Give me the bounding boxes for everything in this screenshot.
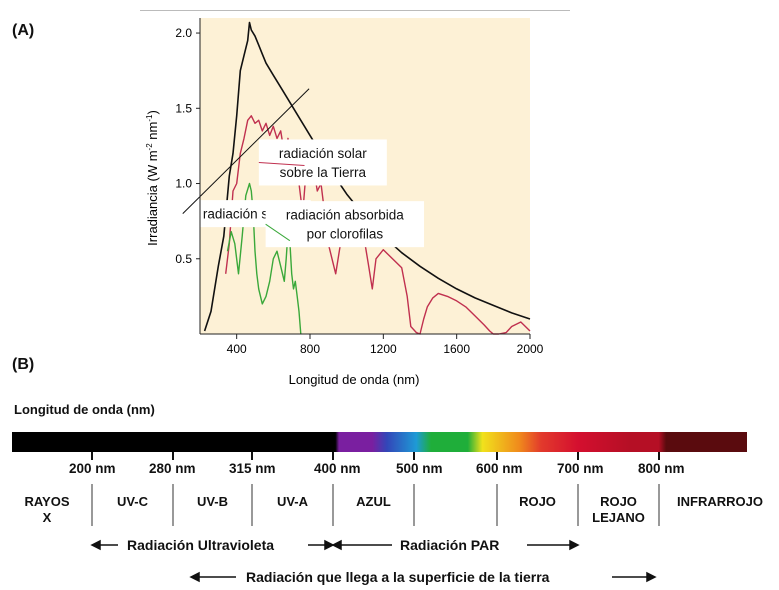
- annotation-box: [258, 139, 387, 186]
- annotation-leader-line: [265, 223, 291, 242]
- par-arrow-label: Radiación PAR: [400, 537, 500, 553]
- annotation-text: por clorofilas: [307, 227, 384, 242]
- spectrum-title: Longitud de onda (nm): [14, 402, 155, 417]
- region-uv-c: UV-C: [116, 494, 149, 509]
- par-arrow: [331, 539, 580, 551]
- wavelength-label-800: 800 nm: [638, 461, 685, 476]
- wavelength-label-280: 280 nm: [149, 461, 196, 476]
- annotation-leader-line: [258, 161, 305, 166]
- x-tick-label: 1600: [443, 342, 470, 356]
- panel-b-label: (B): [12, 356, 35, 373]
- x-tick-label: 1200: [370, 342, 397, 356]
- panel-a-label: (A): [12, 22, 35, 39]
- wavelength-label-500: 500 nm: [396, 461, 443, 476]
- y-axis-label: Irradiancia (W m-2 nm-1): [145, 110, 160, 246]
- region-infrarrojo: INFRARROJO: [677, 494, 763, 509]
- region-uv-a: UV-A: [276, 494, 309, 509]
- y-tick-label: 2.0: [175, 26, 192, 40]
- y-tick-label: 1.5: [175, 101, 192, 115]
- region-rayos-x: RAYOS X: [24, 494, 70, 525]
- x-axis-label: Longitud de onda (nm): [289, 372, 420, 387]
- region-rojo: ROJO: [519, 494, 556, 509]
- wavelength-label-400: 400 nm: [314, 461, 361, 476]
- region-azul: AZUL: [356, 494, 391, 509]
- surface-arrow-label: Radiación que llega a la superficie de l…: [246, 569, 550, 585]
- x-tick-label: 2000: [517, 342, 544, 356]
- uv-arrow-label: Radiación Ultravioleta: [127, 537, 275, 553]
- surface-arrow: [189, 571, 657, 583]
- series-line-1: [225, 115, 531, 335]
- annotation-text: radiación absorbida: [286, 208, 404, 223]
- uv-arrow: [90, 539, 335, 551]
- wavelength-label-200: 200 nm: [69, 461, 116, 476]
- annotation-box: [265, 201, 425, 248]
- annotation-leader-line: [182, 88, 310, 214]
- annotation-text: sobre la Tierra: [280, 165, 367, 180]
- top-divider: [140, 10, 570, 11]
- wavelength-label-600: 600 nm: [476, 461, 523, 476]
- y-tick-label: 1.0: [175, 177, 192, 191]
- region-uv-b: UV-B: [196, 494, 229, 509]
- series-line-0: [203, 21, 531, 332]
- wavelength-label-315: 315 nm: [229, 461, 276, 476]
- wavelength-label-700: 700 nm: [557, 461, 604, 476]
- region-rojo-lejano: ROJO LEJANO: [592, 494, 645, 525]
- y-tick-label: 0.5: [175, 252, 192, 266]
- x-tick-label: 800: [300, 342, 320, 356]
- electromagnetic-spectrum-bar: [12, 432, 747, 452]
- x-tick-label: 400: [227, 342, 247, 356]
- annotation-text: radiación solar: [279, 146, 367, 161]
